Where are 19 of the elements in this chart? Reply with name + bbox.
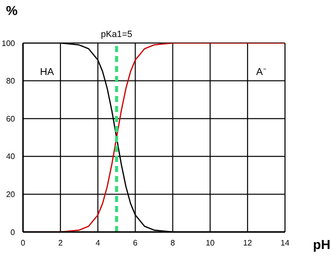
- y-axis-title: %: [6, 3, 18, 18]
- x-tick-label: 8: [170, 238, 176, 248]
- x-tick-label: 12: [243, 238, 253, 248]
- y-tick-label: 40: [6, 152, 16, 162]
- y-tick-label: 60: [6, 114, 16, 124]
- x-tick-label: 14: [280, 238, 290, 248]
- text: A⁻: [256, 67, 267, 78]
- x-tick-label: 0: [20, 238, 26, 248]
- y-tick-label: 20: [6, 190, 16, 200]
- text: HA: [40, 67, 54, 78]
- y-tick-label: 80: [6, 76, 16, 86]
- y-tick-label: 0: [10, 228, 16, 237]
- x-axis-title: pH: [313, 237, 330, 252]
- x-tick-label: 4: [96, 238, 101, 248]
- y-tick-label: 100: [2, 38, 16, 48]
- x-tick-label: 6: [133, 238, 138, 248]
- x-tick-label: 10: [206, 238, 216, 248]
- ref-line-label: pKa1=5: [100, 29, 132, 39]
- x-tick-label: 2: [58, 238, 64, 248]
